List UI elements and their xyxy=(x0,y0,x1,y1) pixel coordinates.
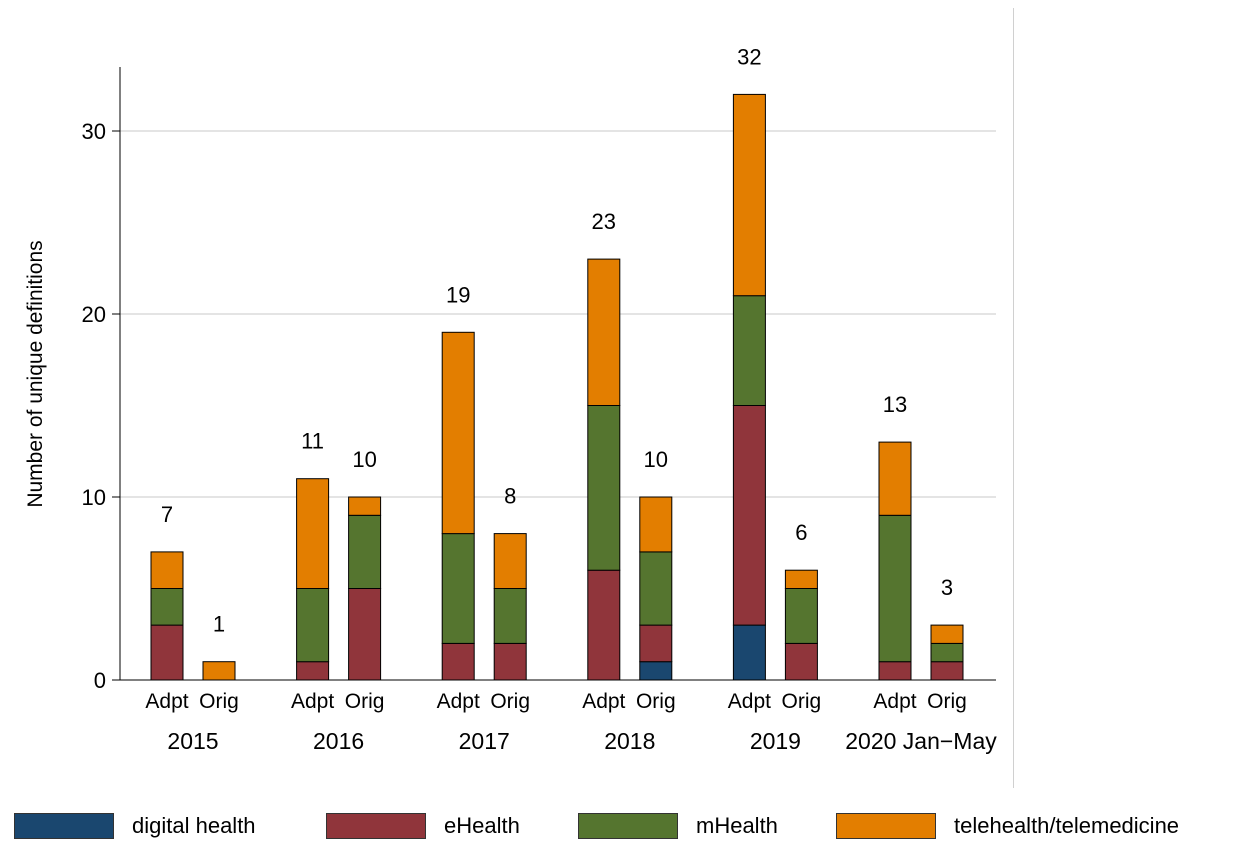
legend-swatch-telehealth xyxy=(836,813,936,839)
y-tick-label-30: 30 xyxy=(82,119,106,144)
bar-segment-2018-Orig-telehealth-telemedicine xyxy=(639,496,673,553)
bar-segment-2018-Adpt-mHealth xyxy=(587,405,621,571)
x-subcategory-label: Adpt xyxy=(582,690,625,713)
legend-label-ehealth: eHealth xyxy=(444,813,520,838)
bar-segment-2016-Adpt-mHealth xyxy=(296,588,330,663)
y-tick-label-0: 0 xyxy=(94,668,106,693)
bar-segment-2018-Orig-digital-health xyxy=(639,661,673,681)
bar-segment-2020-Jan−May-Orig-telehealth-telemedicine xyxy=(930,624,964,644)
x-subcategory-label: Orig xyxy=(927,690,967,713)
bar-segment-2016-Adpt-eHealth xyxy=(296,661,330,681)
bar-segment-2019-Adpt-digital-health xyxy=(732,624,766,681)
legend-label-digital-health: digital health xyxy=(132,813,256,838)
legend-swatch-mhealth xyxy=(578,813,678,839)
x-group-label: 2016 xyxy=(313,728,364,754)
legend-label-telehealth: telehealth/telemedicine xyxy=(954,813,1180,838)
data-label-total: 32 xyxy=(737,44,761,69)
x-subcategory-label: Orig xyxy=(636,690,676,713)
data-label-total: 3 xyxy=(941,575,953,600)
legend: digital health eHealth mHealth telehealt… xyxy=(14,810,1240,844)
bar-segment-2016-Orig-telehealth-telemedicine xyxy=(348,496,382,516)
bar-segment-2019-Adpt-eHealth xyxy=(732,405,766,626)
x-group-label: 2017 xyxy=(459,728,510,754)
labels: 0 10 20 30 Number of unique definitions 7 Adpt… xyxy=(24,44,997,754)
x-group-label: 2020 Jan−May xyxy=(845,728,997,754)
data-label-total: 13 xyxy=(883,392,907,417)
legend-swatch-digital-health xyxy=(14,813,114,839)
x-subcategory-label: Adpt xyxy=(145,690,188,713)
bar-segment-2016-Adpt-telehealth-telemedicine xyxy=(296,478,330,590)
axes xyxy=(112,66,996,681)
bar-segment-2015-Adpt-mHealth xyxy=(150,588,184,626)
bar-segment-2015-Adpt-telehealth-telemedicine xyxy=(150,551,184,590)
bar-segment-2020-Jan−May-Adpt-telehealth-telemedicine xyxy=(878,441,912,516)
x-group-label: 2015 xyxy=(167,728,218,754)
bar-segment-2019-Orig-telehealth-telemedicine xyxy=(784,569,818,590)
bar-segment-2017-Orig-telehealth-telemedicine xyxy=(493,533,527,589)
bar-segment-2016-Orig-eHealth xyxy=(348,588,382,681)
data-label-total: 19 xyxy=(446,282,470,307)
data-label-total: 23 xyxy=(592,209,616,234)
y-axis-title: Number of unique definitions xyxy=(24,240,47,507)
x-group-label: 2018 xyxy=(604,728,655,754)
data-label-total: 11 xyxy=(301,429,324,454)
data-label-total: 8 xyxy=(504,484,516,509)
x-subcategory-label: Orig xyxy=(199,690,239,713)
bar-segment-2018-Adpt-telehealth-telemedicine xyxy=(587,258,621,406)
y-tick-label-20: 20 xyxy=(82,302,106,327)
bar-segment-2017-Adpt-telehealth-telemedicine xyxy=(441,331,475,535)
x-subcategory-label: Orig xyxy=(490,690,530,713)
x-group-label: 2019 xyxy=(750,728,801,754)
bar-segment-2016-Orig-mHealth xyxy=(348,514,382,589)
legend-item-telehealth: telehealth/telemedicine xyxy=(836,810,1179,842)
x-subcategory-label: Orig xyxy=(782,690,822,713)
x-subcategory-label: Adpt xyxy=(873,690,916,713)
bar-segment-2019-Adpt-mHealth xyxy=(732,295,766,407)
legend-item-digital-health: digital health xyxy=(14,810,256,842)
data-label-total: 1 xyxy=(213,612,225,637)
gridlines xyxy=(120,130,996,498)
bar-segment-2018-Orig-mHealth xyxy=(639,551,673,626)
bar-segment-2020-Jan−May-Adpt-eHealth xyxy=(878,661,912,681)
bar-segment-2018-Orig-eHealth xyxy=(639,624,673,663)
bar-segment-2015-Adpt-eHealth xyxy=(150,624,184,681)
bar-segment-2019-Orig-mHealth xyxy=(784,588,818,644)
legend-item-ehealth: eHealth xyxy=(326,810,520,842)
y-tick-label-10: 10 xyxy=(82,485,106,510)
data-label-total: 7 xyxy=(161,502,173,527)
bar-segment-2020-Jan−May-Orig-eHealth xyxy=(930,661,964,681)
panel-divider xyxy=(1013,8,1014,788)
x-subcategory-label: Adpt xyxy=(437,690,480,713)
bar-segment-2015-Orig-telehealth-telemedicine xyxy=(202,661,236,681)
legend-swatch-ehealth xyxy=(326,813,426,839)
data-label-total: 10 xyxy=(644,447,668,472)
data-label-total: 6 xyxy=(795,520,807,545)
x-subcategory-label: Orig xyxy=(345,690,385,713)
x-subcategory-label: Adpt xyxy=(291,690,334,713)
legend-item-mhealth: mHealth xyxy=(578,810,778,842)
bar-segment-2019-Orig-eHealth xyxy=(784,642,818,681)
data-label-total: 10 xyxy=(352,447,376,472)
legend-label-mhealth: mHealth xyxy=(696,813,778,838)
bar-segment-2020-Jan−May-Adpt-mHealth xyxy=(878,514,912,663)
bar-segment-2017-Adpt-mHealth xyxy=(441,533,475,644)
bar-segment-2019-Adpt-telehealth-telemedicine xyxy=(732,93,766,297)
bar-segment-2017-Adpt-eHealth xyxy=(441,642,475,681)
bars xyxy=(150,93,964,681)
x-subcategory-label: Adpt xyxy=(728,690,771,713)
bar-segment-2017-Orig-eHealth xyxy=(493,642,527,681)
bar-segment-2018-Adpt-eHealth xyxy=(587,569,621,681)
bar-segment-2020-Jan−May-Orig-mHealth xyxy=(930,642,964,663)
bar-segment-2017-Orig-mHealth xyxy=(493,588,527,644)
